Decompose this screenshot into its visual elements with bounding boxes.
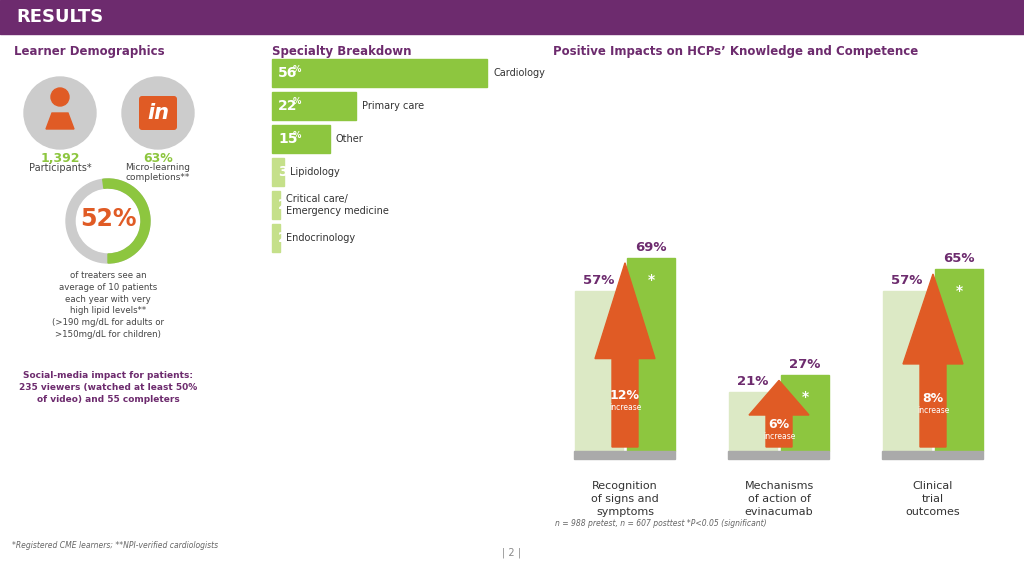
Bar — [272, 125, 330, 153]
Bar — [781, 375, 829, 451]
Text: Endocrinology: Endocrinology — [286, 233, 354, 243]
Text: %: % — [286, 229, 294, 238]
Text: Clinical
trial
outcomes: Clinical trial outcomes — [905, 481, 961, 517]
Text: | 2 |: | 2 | — [503, 547, 521, 558]
Text: 8%: 8% — [923, 392, 943, 405]
Text: 22: 22 — [278, 99, 298, 113]
Bar — [574, 451, 675, 459]
Text: increase: increase — [609, 404, 641, 412]
Text: 15: 15 — [278, 132, 298, 146]
Text: *Registered CME learners; **NPI-verified cardiologists: *Registered CME learners; **NPI-verified… — [12, 541, 218, 550]
Bar — [575, 291, 623, 451]
Text: POST: POST — [794, 453, 816, 462]
Bar — [272, 92, 356, 120]
Text: 63%: 63% — [143, 152, 173, 165]
Wedge shape — [66, 179, 150, 263]
Polygon shape — [595, 263, 655, 447]
Text: 2: 2 — [278, 231, 288, 245]
Circle shape — [24, 77, 96, 149]
Text: of treaters see an
average of 10 patients
each year with very
high lipid levels*: of treaters see an average of 10 patient… — [52, 271, 164, 339]
Text: Mechanisms
of action of
evinacumab: Mechanisms of action of evinacumab — [744, 481, 814, 517]
Text: 6%: 6% — [768, 418, 790, 431]
Text: 69%: 69% — [635, 241, 667, 254]
Text: 65%: 65% — [943, 252, 975, 265]
Text: Recognition
of signs and
symptoms: Recognition of signs and symptoms — [591, 481, 658, 517]
Text: PRE: PRE — [899, 453, 915, 462]
Text: *: * — [955, 284, 963, 298]
Bar — [627, 258, 675, 451]
Text: increase: increase — [763, 431, 796, 440]
Text: Social-media impact for patients:
235 viewers (watched at least 50%
of video) an: Social-media impact for patients: 235 vi… — [18, 371, 198, 404]
Bar — [272, 59, 487, 87]
Bar — [935, 269, 983, 451]
Text: RESULTS: RESULTS — [16, 8, 103, 26]
Text: increase: increase — [916, 406, 949, 415]
Polygon shape — [903, 274, 963, 447]
Text: *: * — [802, 391, 809, 404]
Bar — [272, 224, 280, 252]
Wedge shape — [102, 179, 150, 263]
Text: Micro-learning
completions**: Micro-learning completions** — [126, 163, 190, 182]
Circle shape — [122, 77, 194, 149]
Text: Other: Other — [336, 134, 364, 144]
Bar — [729, 392, 777, 451]
Text: Positive Impacts on HCPs’ Knowledge and Competence: Positive Impacts on HCPs’ Knowledge and … — [553, 45, 919, 58]
Text: in: in — [147, 103, 169, 123]
Text: 3: 3 — [278, 165, 288, 179]
Text: Primary care: Primary care — [362, 101, 425, 111]
Text: 2: 2 — [278, 198, 288, 212]
Bar — [883, 291, 931, 451]
Text: *: * — [647, 273, 654, 287]
Circle shape — [51, 88, 69, 106]
Text: PRE: PRE — [744, 453, 762, 462]
Text: n = 988 pretest, n = 607 posttest *P<0.05 (significant): n = 988 pretest, n = 607 posttest *P<0.0… — [555, 519, 767, 528]
Text: %: % — [286, 196, 294, 205]
Bar — [272, 191, 280, 219]
Text: 56: 56 — [278, 66, 297, 80]
Text: 21%: 21% — [737, 375, 769, 388]
Text: 12%: 12% — [610, 389, 640, 402]
Text: 27%: 27% — [790, 358, 820, 371]
Text: Specialty Breakdown: Specialty Breakdown — [272, 45, 412, 58]
Text: %: % — [286, 164, 294, 173]
Bar — [882, 451, 983, 459]
Text: %: % — [293, 65, 301, 74]
Text: Cardiology: Cardiology — [493, 68, 545, 78]
Text: 1,392: 1,392 — [40, 152, 80, 165]
Text: 52%: 52% — [80, 207, 136, 231]
Text: Lipidology: Lipidology — [290, 167, 339, 177]
Polygon shape — [46, 113, 74, 129]
Text: %: % — [293, 97, 301, 106]
FancyBboxPatch shape — [139, 96, 177, 130]
Text: 57%: 57% — [584, 275, 614, 288]
Polygon shape — [749, 380, 809, 447]
Bar — [0, 0, 1024, 34]
Text: 57%: 57% — [891, 275, 923, 288]
Text: PRE: PRE — [591, 453, 607, 462]
Text: %: % — [293, 131, 301, 139]
Text: Participants*: Participants* — [29, 163, 91, 173]
Text: Critical care/
Emergency medicine: Critical care/ Emergency medicine — [286, 194, 388, 216]
Text: Learner Demographics: Learner Demographics — [14, 45, 165, 58]
Text: POST: POST — [947, 453, 971, 462]
Bar — [728, 451, 829, 459]
Bar — [272, 158, 284, 186]
Text: POST: POST — [640, 453, 663, 462]
